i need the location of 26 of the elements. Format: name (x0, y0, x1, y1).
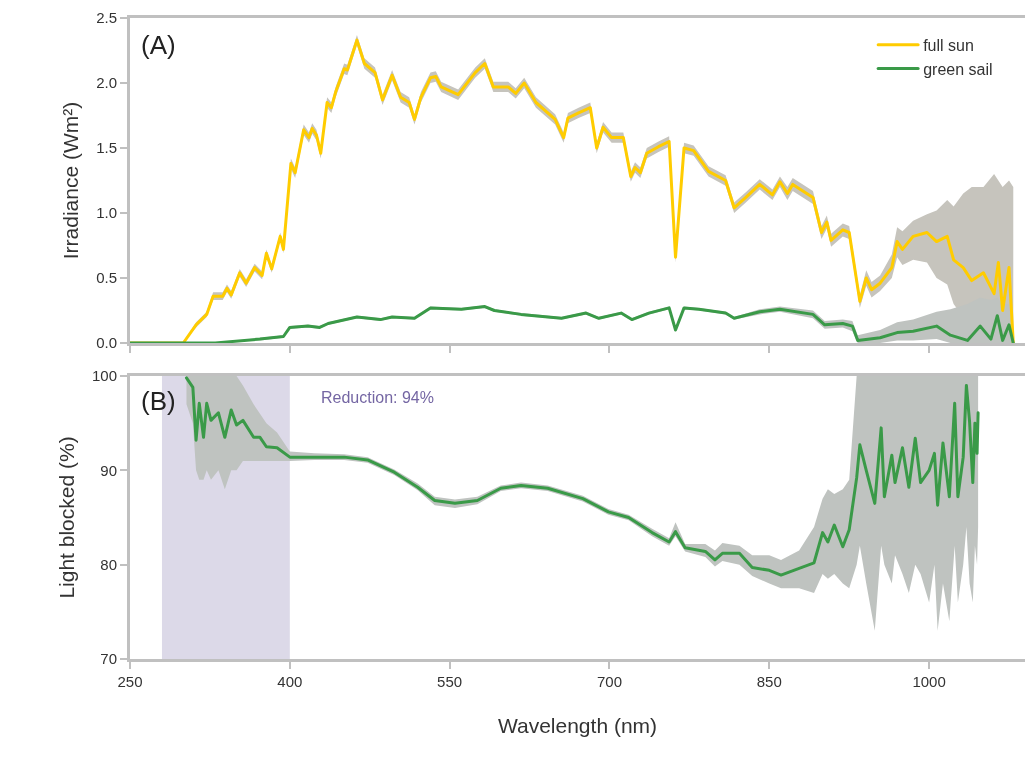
y-tick-label: 100 (91, 367, 117, 385)
y-tick-label: 0.5 (96, 269, 117, 287)
band-label: Reduction: 94% (321, 389, 434, 406)
line-series (184, 376, 980, 577)
x-tick-label: 1000 (912, 673, 946, 690)
legend-label: full sun (923, 36, 974, 54)
y-axis-title: Irradiance (Wm²) (59, 101, 83, 260)
y-axis-title: Light blocked (%) (55, 436, 79, 599)
y-tick-label: 1.0 (96, 204, 117, 222)
line-series (130, 305, 1015, 343)
x-axis-title: Wavelength (nm) (497, 714, 658, 738)
x-tick-label: 250 (117, 673, 143, 690)
x-tick-label: 400 (277, 673, 303, 690)
y-tick-label: 80 (100, 555, 117, 573)
legend-label: green sail (923, 60, 993, 78)
text: (A) (141, 30, 176, 60)
x-tick-label: 850 (756, 673, 782, 690)
y-tick-label: 90 (100, 461, 117, 479)
chart-title: (B) (141, 386, 176, 416)
y-tick-label: 2.5 (96, 9, 117, 27)
y-tick-label: 0.0 (96, 334, 117, 352)
y-tick-label: 2.0 (96, 74, 117, 92)
x-tick-label: 700 (596, 673, 622, 690)
y-tick-label: 70 (100, 650, 117, 668)
x-tick-label: 550 (437, 673, 463, 690)
y-tick-label: 1.5 (96, 139, 117, 157)
